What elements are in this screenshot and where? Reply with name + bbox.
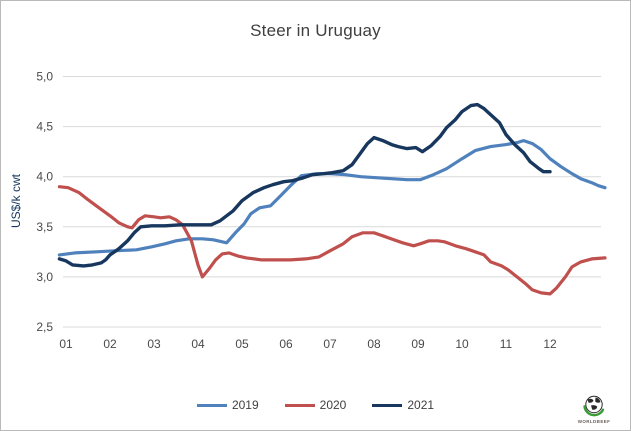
legend-swatch-2020 bbox=[284, 403, 315, 407]
y-tick-label: 2,5 bbox=[36, 320, 53, 334]
y-tick-label: 4,0 bbox=[36, 170, 53, 184]
x-tick-label: 07 bbox=[323, 337, 337, 351]
y-tick-label: 4,5 bbox=[36, 120, 53, 134]
x-tick-label: 01 bbox=[59, 337, 73, 351]
chart-title: Steer in Uruguay bbox=[250, 21, 381, 40]
legend-item-2021[interactable]: 2021 bbox=[372, 398, 434, 412]
series-line-2021 bbox=[57, 102, 552, 268]
logo-text: WORLDBEEF bbox=[577, 419, 611, 424]
globe-icon bbox=[583, 395, 605, 417]
x-tick-label: 03 bbox=[147, 337, 161, 351]
legend-label: 2020 bbox=[319, 398, 347, 412]
legend-label: 2021 bbox=[407, 398, 435, 412]
x-tick-label: 11 bbox=[500, 337, 513, 351]
legend-label: 2019 bbox=[231, 398, 259, 412]
legend-item-2019[interactable]: 2019 bbox=[196, 398, 259, 412]
y-tick-label: 5,0 bbox=[36, 70, 53, 84]
worldbeef-logo: WORLDBEEF bbox=[570, 394, 618, 424]
x-tick-label: 05 bbox=[235, 337, 249, 351]
x-tick-label: 06 bbox=[279, 337, 293, 351]
x-tick-label: 10 bbox=[455, 337, 469, 351]
series-line-2019 bbox=[57, 139, 607, 257]
x-tick-label: 12 bbox=[543, 337, 557, 351]
x-tick-label: 02 bbox=[103, 337, 117, 351]
x-tick-label: 04 bbox=[191, 337, 205, 351]
legend-swatch-2019 bbox=[196, 403, 227, 407]
x-tick-label: 09 bbox=[411, 337, 425, 351]
chart-legend: 2019 2020 2021 bbox=[1, 398, 630, 412]
legend-item-2020[interactable]: 2020 bbox=[284, 398, 347, 412]
x-tick-label: 08 bbox=[367, 337, 381, 351]
y-tick-label: 3,5 bbox=[36, 220, 53, 234]
series-line-2020 bbox=[57, 185, 607, 296]
legend-swatch-2021 bbox=[372, 403, 403, 407]
y-tick-label: 3,0 bbox=[36, 270, 53, 284]
